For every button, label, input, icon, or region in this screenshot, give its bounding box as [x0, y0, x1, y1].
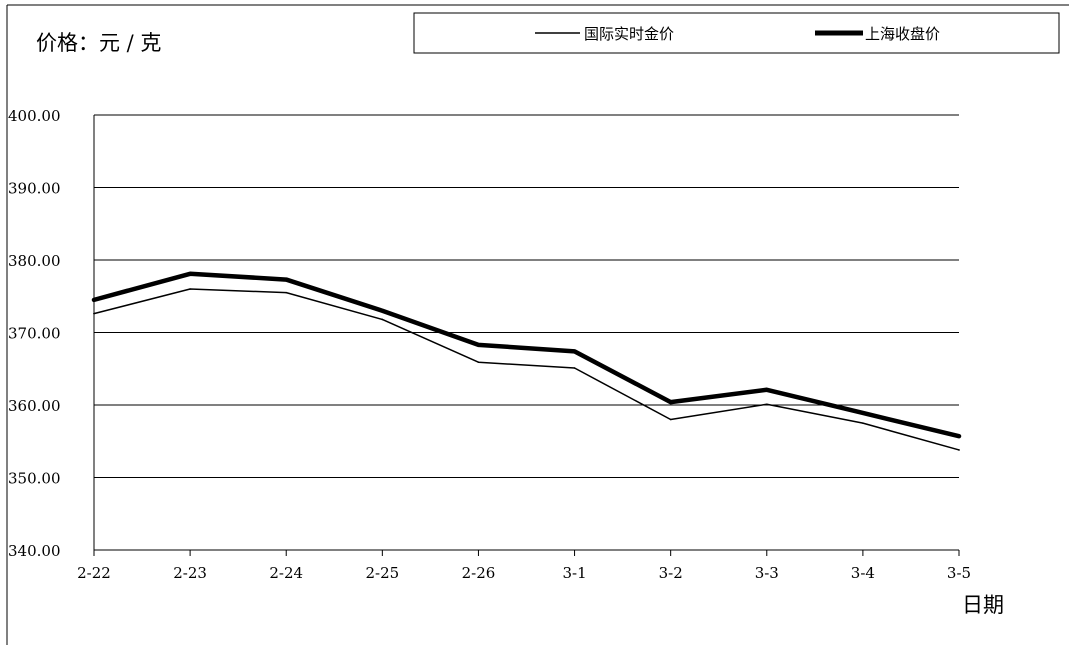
legend-label-shanghai: 上海收盘价	[865, 25, 940, 43]
series-line-1	[91, 271, 962, 439]
x-axis-title: 日期	[962, 593, 1004, 617]
x-tick-label: 3-5	[947, 564, 971, 582]
legend-label-intl: 国际实时金价	[584, 25, 674, 43]
y-tick-label: 380.00	[8, 252, 61, 270]
x-tick-label: 2-24	[269, 564, 303, 582]
x-tick-label: 2-26	[462, 564, 496, 582]
series-0-point	[958, 449, 960, 451]
series-1-point	[573, 350, 576, 353]
series-0-point	[93, 312, 95, 315]
series-0-point	[765, 403, 768, 406]
series-1-point	[477, 344, 480, 346]
series-0-point	[285, 291, 288, 294]
series-0-point	[669, 418, 672, 421]
series-1-point	[958, 435, 960, 437]
x-tick-label: 2-22	[77, 564, 111, 582]
y-tick-label: 360.00	[8, 397, 61, 415]
y-tick-label: 370.00	[8, 325, 61, 343]
x-tick-label: 3-3	[755, 564, 779, 582]
y-tick-label: 400.00	[8, 107, 61, 125]
x-tick-label: 3-1	[562, 564, 586, 582]
x-tick-label: 3-4	[851, 564, 875, 582]
y-tick-label: 340.00	[8, 542, 61, 560]
x-tick-label: 2-25	[365, 564, 399, 582]
series-line-0	[93, 288, 960, 451]
series-1-point	[862, 412, 864, 414]
series-0-point	[862, 422, 864, 424]
series-0-point	[477, 361, 480, 364]
x-tick-label: 3-2	[659, 564, 683, 582]
series-0-point	[573, 367, 576, 369]
legend-box	[413, 12, 1060, 54]
series-1-point	[285, 278, 288, 281]
series-1-point	[93, 299, 95, 301]
series-0-point	[381, 318, 384, 321]
series-0-point	[189, 288, 191, 290]
series-1-point	[189, 272, 191, 275]
plot-area: 340.00 350.00 360.00 370.00 380.00 390.00 400.…	[8, 107, 971, 582]
series-1-point	[669, 401, 672, 403]
y-tick-label: 390.00	[8, 180, 61, 198]
series-1-point	[765, 388, 768, 391]
legend: 国际实时金价 上海收盘价	[413, 12, 1060, 54]
series-1-point	[381, 309, 384, 312]
x-tick-label: 2-23	[173, 564, 207, 582]
y-tick-label: 350.00	[8, 470, 61, 488]
y-axis-title: 价格：元 / 克	[36, 31, 161, 55]
